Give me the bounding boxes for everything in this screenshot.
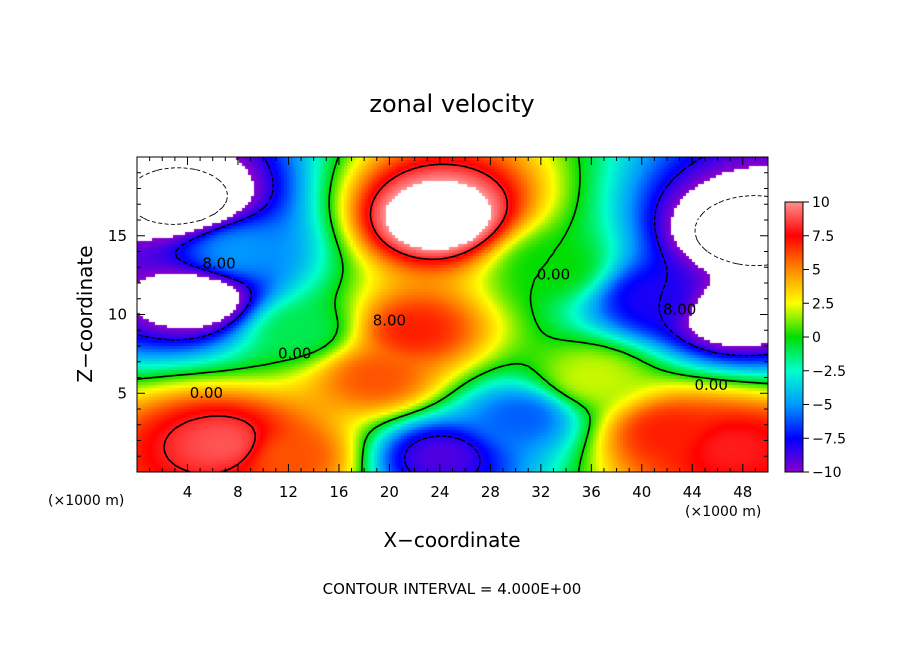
colorbar-tick-label: −2.5 — [812, 364, 846, 380]
contour-label: 8.00 — [373, 311, 406, 329]
plot-area: 8.00 8.00 8.00 0.00 0.00 0.00 0.00 — [136, 156, 769, 473]
y-axis: 5 10 15 — [108, 172, 768, 457]
x-tick-label: 20 — [380, 483, 399, 501]
colorbar-tick-label: −7.5 — [812, 431, 846, 447]
contour-label: 0.00 — [278, 344, 311, 362]
x-tick-label: 32 — [531, 483, 550, 501]
x-tick-label: 28 — [481, 483, 500, 501]
y-tick-label: 10 — [108, 306, 127, 324]
x-tick-label: 48 — [733, 483, 752, 501]
x-tick-label: 36 — [582, 483, 601, 501]
contour-line — [137, 157, 768, 472]
y-axis-label: Z−coordinate — [73, 245, 97, 382]
contour-lines — [137, 157, 768, 472]
contour-labels: 8.00 8.00 8.00 0.00 0.00 0.00 0.00 — [190, 255, 728, 402]
colorbar: 10 7.5 5 2.5 0 −2.5 −5 −7.5 −10 — [784, 195, 846, 481]
contour-interval-note: CONTOUR INTERVAL = 4.000E+00 — [323, 580, 582, 598]
contour-line — [137, 167, 768, 267]
x-axis: 4 8 12 16 20 24 28 32 36 40 44 48 — [149, 157, 756, 501]
colorbar-tick-label: 7.5 — [812, 229, 834, 245]
x-tick-label: 8 — [233, 483, 243, 501]
colorbar-tick-label: 0 — [812, 330, 821, 346]
chart-title: zonal velocity — [369, 90, 534, 118]
contour-label: 0.00 — [695, 376, 728, 394]
colorbar-tick-label: −10 — [812, 465, 842, 481]
x-unit-label-right: (×1000 m) — [685, 504, 761, 520]
x-tick-label: 24 — [430, 483, 449, 501]
x-tick-label: 12 — [279, 483, 298, 501]
contour-label: 0.00 — [537, 266, 570, 284]
x-tick-label: 16 — [329, 483, 348, 501]
colorbar-tick-label: −5 — [812, 398, 833, 414]
heatmap-field — [137, 157, 768, 472]
y-tick-label: 5 — [117, 384, 127, 402]
contour-line — [163, 163, 509, 472]
contour-label: 8.00 — [663, 300, 696, 318]
x-axis-label: X−coordinate — [383, 528, 520, 552]
contour-label: 0.00 — [190, 384, 223, 402]
colorbar-tick-label: 2.5 — [812, 296, 834, 312]
x-tick-label: 44 — [683, 483, 702, 501]
colorbar-tick-label: 5 — [812, 263, 821, 279]
y-tick-label: 15 — [108, 227, 127, 245]
colorbar-tick-label: 10 — [812, 195, 830, 211]
colorbar-ticks: 10 7.5 5 2.5 0 −2.5 −5 −7.5 −10 — [803, 195, 846, 481]
x-unit-label: (×1000 m) — [48, 493, 124, 509]
contour-line — [137, 157, 768, 472]
x-tick-label: 40 — [632, 483, 651, 501]
contour-label: 8.00 — [202, 255, 235, 273]
colorbar-bar — [784, 201, 804, 473]
x-tick-label: 4 — [183, 483, 193, 501]
